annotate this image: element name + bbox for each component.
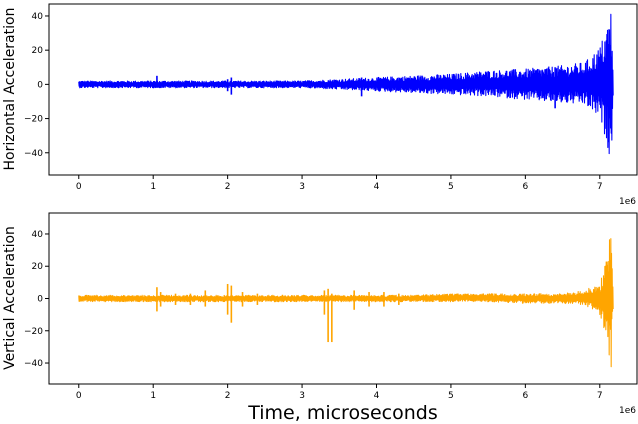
vertical-x-tick-label: 7	[597, 391, 603, 401]
horizontal-y-tick-label: 20	[32, 46, 44, 56]
vertical-x-tick-label: 3	[299, 391, 305, 401]
vertical-x-tick-label: 1	[150, 391, 156, 401]
horizontal-x-tick-label: 1	[150, 182, 156, 192]
vertical-trace-group	[78, 238, 614, 368]
x-axis-label: Time, microseconds	[247, 402, 438, 424]
horizontal-y-tick-label: 0	[37, 80, 43, 90]
vertical-acceleration-panel: 0 1 2 3 4 5 6 7 −40 −20 0 20 40 Vertical Accelerati…	[2, 212, 638, 416]
vertical-y-tick-label: −20	[24, 327, 43, 337]
horizontal-x-tick-label: 4	[374, 182, 380, 192]
vertical-y-tick-label: −40	[24, 359, 43, 369]
horizontal-x-offset-text: 1e6	[619, 197, 636, 207]
vertical-y-tick-label: 0	[37, 295, 43, 305]
vertical-x-tick-label: 4	[374, 391, 380, 401]
horizontal-x-tick-label: 2	[225, 182, 231, 192]
vertical-x-tick-label: 2	[225, 391, 231, 401]
horizontal-y-tick-label: −20	[24, 115, 43, 125]
vertical-x-tick-label: 6	[522, 391, 528, 401]
horizontal-x-tick-label: 0	[76, 182, 82, 192]
horizontal-x-tick-label: 6	[522, 182, 528, 192]
vertical-y-tick-label: 20	[32, 262, 44, 272]
horizontal-y-tick-label: −40	[24, 149, 43, 159]
horizontal-trace-group	[78, 13, 614, 155]
vertical-y-axis-label: Vertical Acceleration	[2, 226, 18, 370]
horizontal-x-ticks: 0 1 2 3 4 5 6 7	[76, 175, 603, 192]
vertical-x-tick-label: 5	[448, 391, 454, 401]
horizontal-y-axis-label: Horizontal Acceleration	[2, 8, 18, 171]
horizontal-x-tick-label: 7	[597, 182, 603, 192]
vertical-x-ticks: 0 1 2 3 4 5 6 7	[76, 384, 603, 401]
vertical-y-ticks: −40 −20 0 20 40	[24, 230, 49, 369]
vertical-y-tick-label: 40	[32, 230, 44, 240]
vertical-acceleration-trace	[78, 238, 614, 368]
vertical-x-offset-text: 1e6	[619, 406, 636, 416]
horizontal-acceleration-panel: 0 1 2 3 4 5 6 7 −40 −20 0 20 40 Horizontal Accelera…	[2, 3, 638, 207]
vertical-x-tick-label: 0	[76, 391, 82, 401]
horizontal-y-tick-label: 40	[32, 12, 44, 22]
horizontal-acceleration-trace	[78, 13, 614, 155]
horizontal-plot-frame	[48, 3, 638, 176]
horizontal-x-tick-label: 3	[299, 182, 305, 192]
horizontal-x-tick-label: 5	[448, 182, 454, 192]
horizontal-y-ticks: −40 −20 0 20 40	[24, 12, 49, 159]
